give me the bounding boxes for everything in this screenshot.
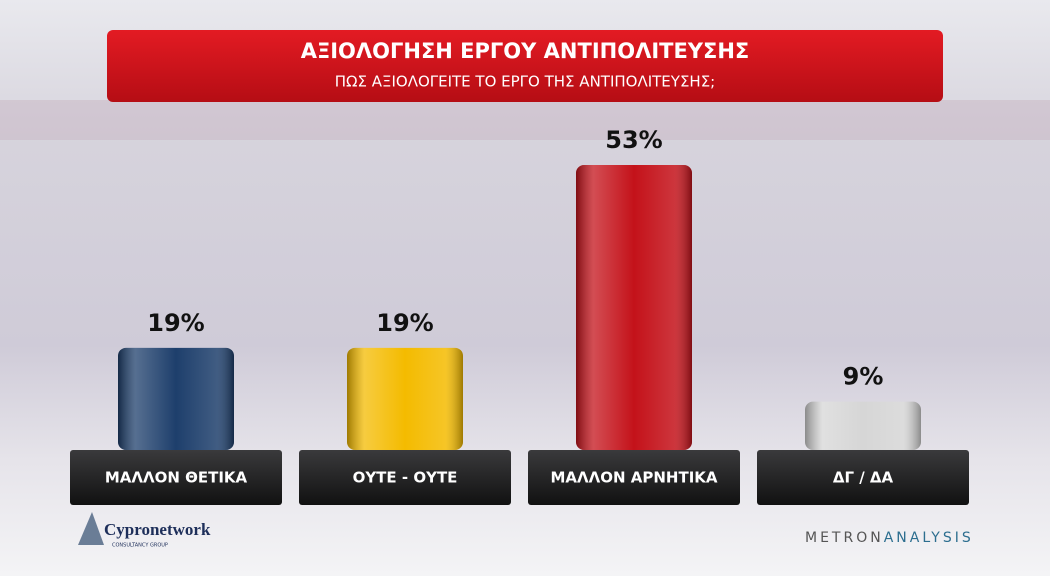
logo-icon <box>78 512 104 545</box>
background-band <box>0 100 1050 140</box>
logo-text: Cypronetwork <box>104 520 211 539</box>
category-box <box>757 450 969 505</box>
category-box <box>299 450 511 505</box>
logo-right-a: METRON <box>805 530 884 546</box>
value-label: 9% <box>843 363 884 391</box>
bar-shine <box>576 165 692 450</box>
bar-shine <box>805 401 921 450</box>
bar-shine <box>347 347 463 450</box>
category-box <box>528 450 740 505</box>
category-box <box>70 450 282 505</box>
category-label: ΟΥΤΕ - ΟΥΤΕ <box>353 469 458 487</box>
value-label: 19% <box>376 309 433 337</box>
logo-right: METRONANALYSIS <box>805 530 974 546</box>
category-label: ΜΑΛΛΟΝ ΘΕΤΙΚΑ <box>105 469 248 487</box>
logo-subtext: CONSULTANCY GROUP <box>112 543 168 549</box>
bar-shine <box>118 347 234 450</box>
value-label: 19% <box>147 309 204 337</box>
chart-title: ΑΞΙΟΛΟΓΗΣΗ ΕΡΓΟΥ ΑΝΤΙΠΟΛΙΤΕΥΣΗΣ <box>301 39 750 63</box>
category-label: ΜΑΛΛΟΝ ΑΡΝΗΤΙΚΑ <box>550 469 717 487</box>
logo-right-b: ANALYSIS <box>884 530 974 546</box>
chart-subtitle: ΠΩΣ ΑΞΙΟΛΟΓΕΙΤΕ ΤΟ ΕΡΓΟ ΤΗΣ ΑΝΤΙΠΟΛΙΤΕΥΣ… <box>335 73 716 91</box>
title-banner <box>107 30 943 102</box>
value-label: 53% <box>605 126 662 154</box>
logo-left: Cypronetwork CONSULTANCY GROUP <box>78 512 211 549</box>
category-label: ΔΓ / ΔΑ <box>833 469 894 487</box>
